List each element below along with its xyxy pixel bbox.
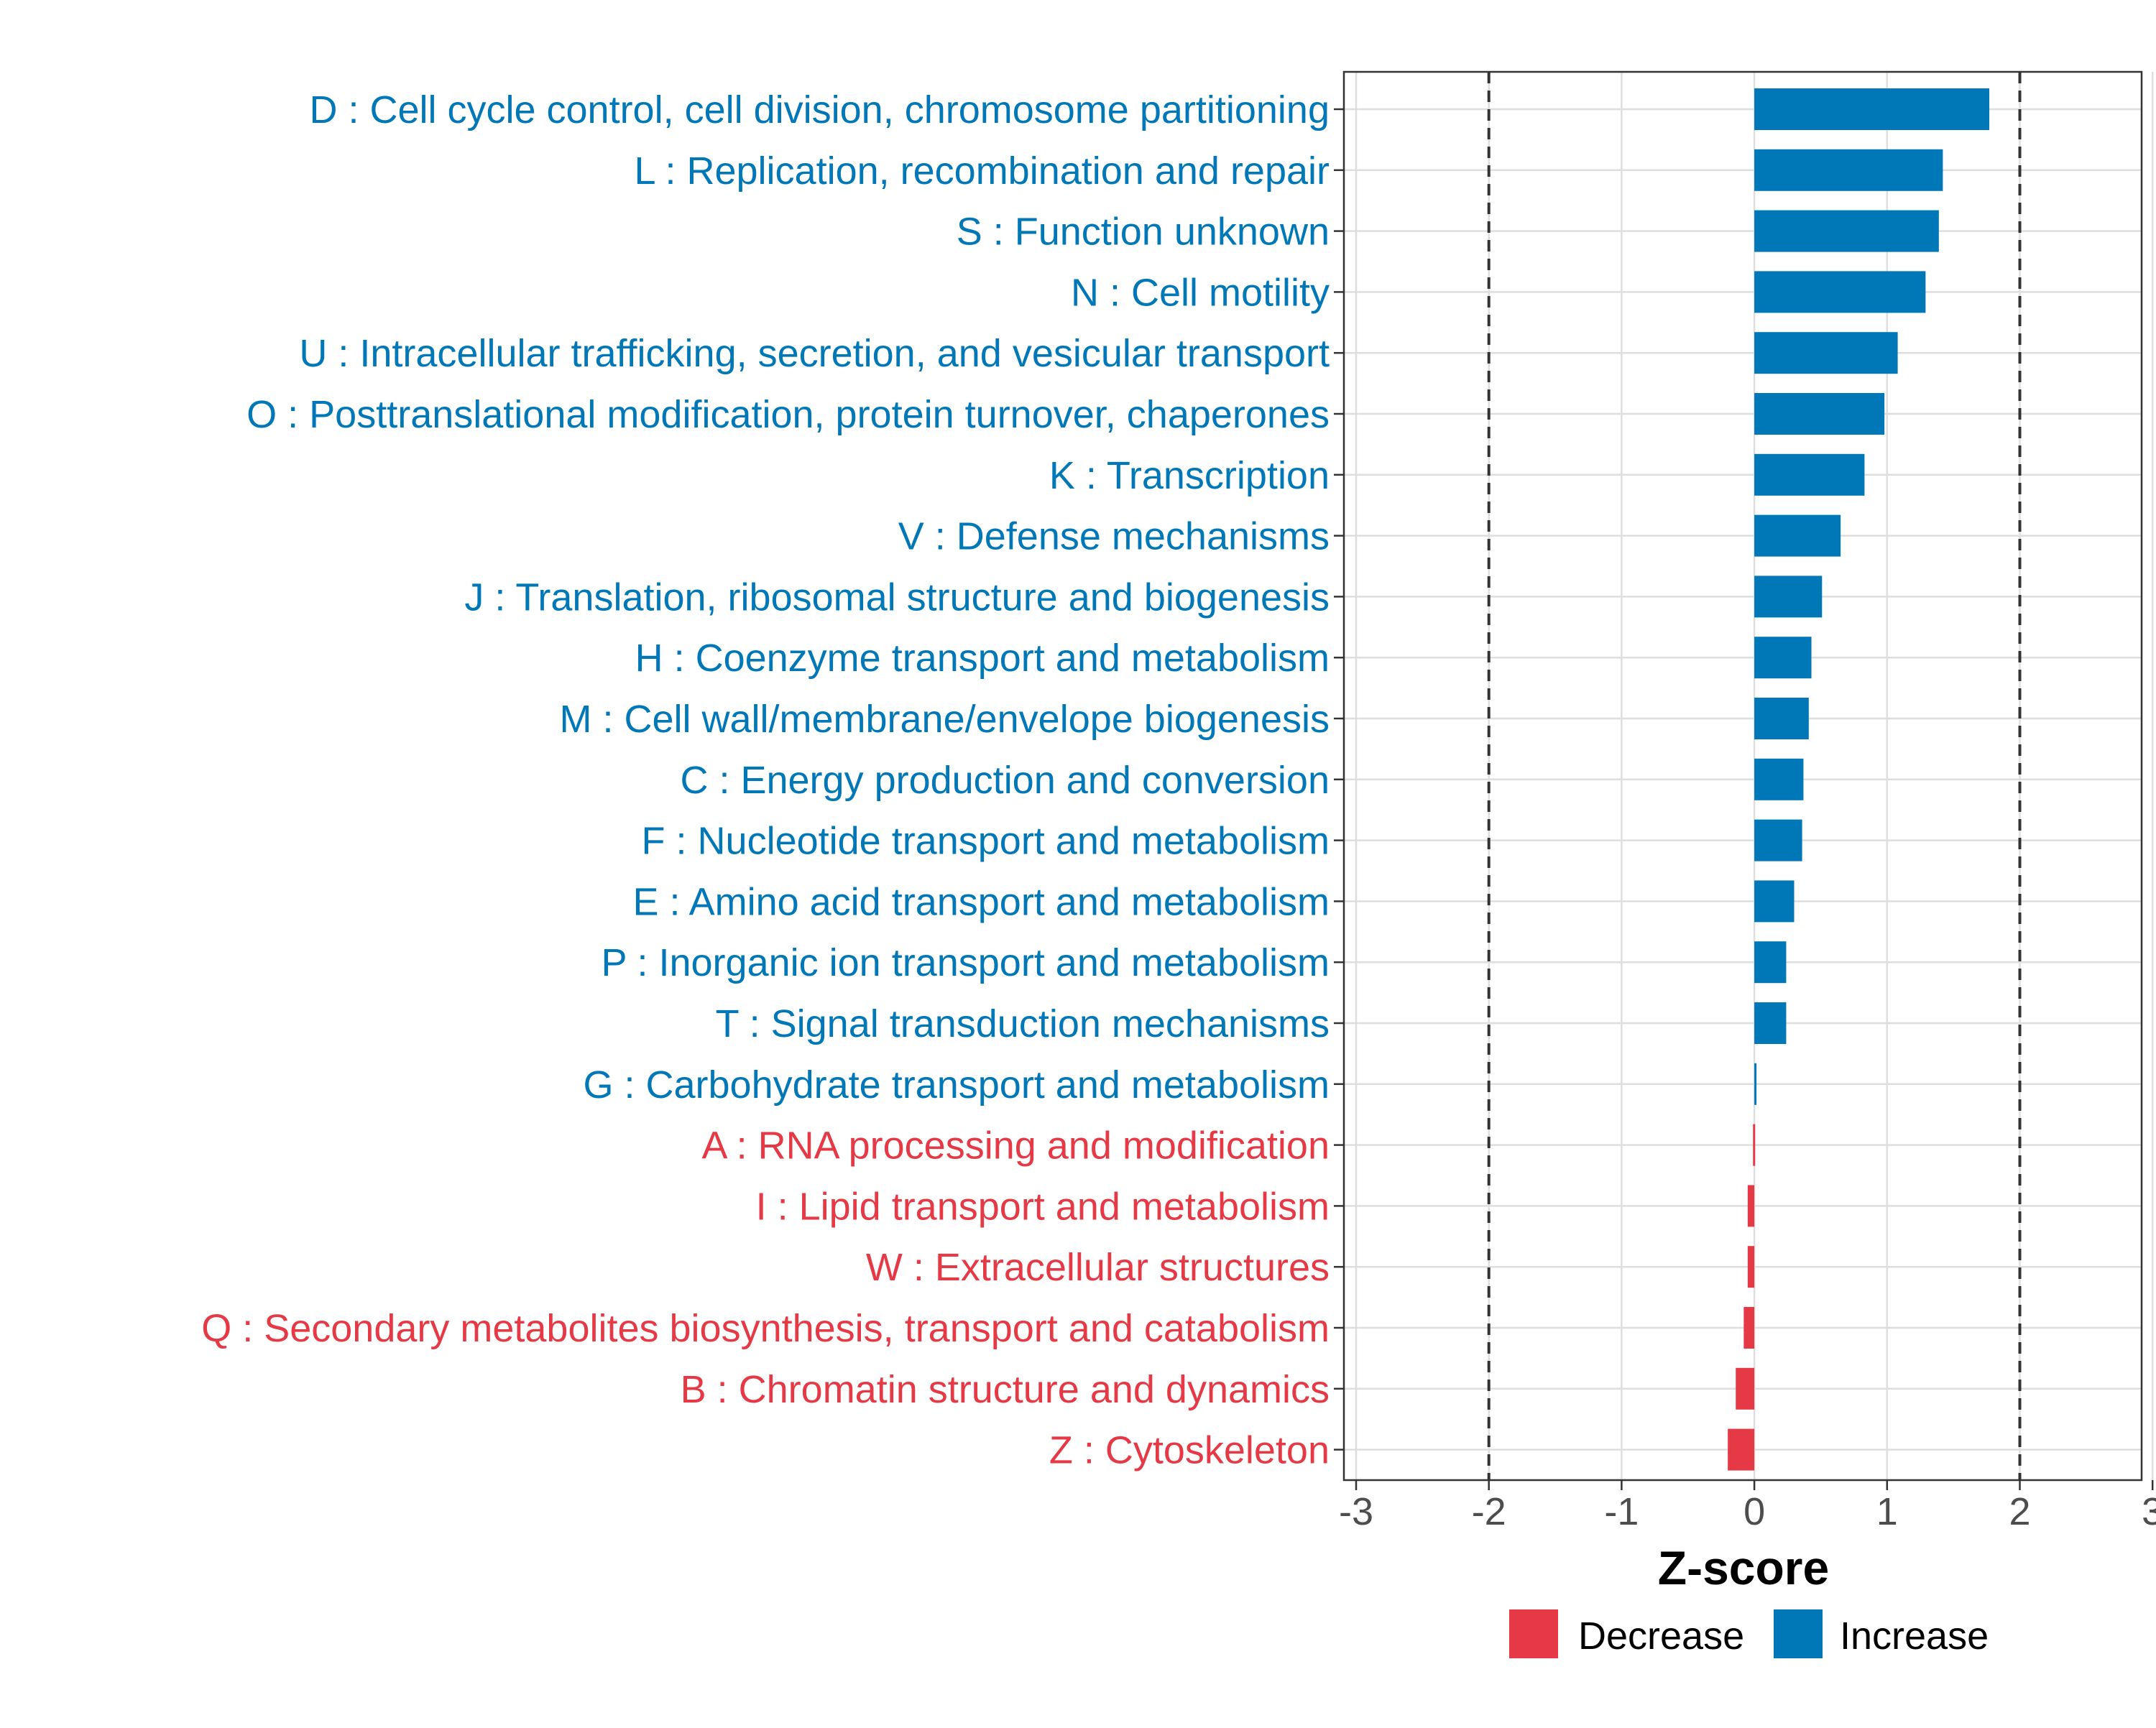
panel-border [1342, 70, 2143, 1482]
bar [1754, 210, 1939, 252]
bar [1754, 514, 1841, 557]
y-tick-label: J : Translation, ribosomal structure and… [464, 576, 1330, 619]
bar [1736, 1367, 1755, 1410]
y-tick-label: I : Lipid transport and metabolism [756, 1185, 1330, 1228]
y-tick-label: H : Coenzyme transport and metabolism [635, 637, 1330, 680]
x-axis-title: Z-score [1658, 1541, 1829, 1594]
x-axis-ticks: -3 -2 -1 0 1 2 3 [1339, 1480, 2156, 1533]
bar [1754, 698, 1809, 739]
y-axis-labels: D : Cell cycle control, cell division, c… [201, 88, 1330, 1472]
y-tick-label: N : Cell motility [1071, 271, 1330, 314]
y-tick-label: D : Cell cycle control, cell division, c… [309, 88, 1330, 131]
bar [1743, 1307, 1755, 1349]
y-axis-ticks [1334, 108, 1344, 1451]
y-tick-label: B : Chromatin structure and dynamics [681, 1368, 1330, 1411]
y-tick-label: Z : Cytoskeleton [1049, 1429, 1330, 1472]
bar [1754, 332, 1898, 374]
y-tick-label: L : Replication, recombination and repai… [634, 149, 1330, 193]
bar [1754, 576, 1823, 618]
bar [1754, 1002, 1787, 1044]
y-tick-label: U : Intracellular trafficking, secretion… [299, 332, 1330, 375]
y-tick-label: K : Transcription [1049, 454, 1330, 497]
bar [1754, 941, 1787, 984]
legend-label: Increase [1840, 1614, 1989, 1658]
bar [1754, 271, 1926, 313]
y-tick-label: S : Function unknown [957, 211, 1330, 254]
y-tick-label: W : Extracellular structures [866, 1246, 1330, 1289]
x-tick-label: 2 [2009, 1490, 2030, 1533]
bars [1728, 88, 1990, 1471]
y-tick-label: P : Inorganic ion transport and metaboli… [601, 941, 1330, 984]
bar [1754, 393, 1885, 435]
bar [1728, 1428, 1755, 1471]
bar [1754, 637, 1812, 679]
bar [1754, 88, 1990, 130]
legend-swatch [1774, 1609, 1823, 1658]
x-tick-label: 1 [1876, 1490, 1898, 1533]
legend: Decrease Increase [1509, 1609, 1989, 1658]
bar [1754, 149, 1943, 191]
bar [1753, 1124, 1756, 1166]
x-tick-label: -2 [1472, 1490, 1506, 1533]
y-tick-label: G : Carbohydrate transport and metabolis… [584, 1063, 1330, 1106]
y-tick-label: A : RNA processing and modification [702, 1124, 1330, 1168]
bar [1754, 819, 1802, 861]
legend-label: Decrease [1578, 1614, 1744, 1658]
x-tick-label: -3 [1339, 1490, 1373, 1533]
legend-swatch [1509, 1609, 1558, 1658]
bar [1747, 1185, 1755, 1227]
y-tick-label: C : Energy production and conversion [680, 759, 1330, 802]
bar [1754, 880, 1795, 923]
y-tick-label: Q : Secondary metabolites biosynthesis, … [201, 1307, 1330, 1350]
bar [1754, 453, 1865, 496]
y-tick-label: F : Nucleotide transport and metabolism [642, 820, 1330, 863]
bar [1747, 1246, 1755, 1288]
bar [1754, 758, 1804, 800]
y-tick-label: T : Signal transduction mechanisms [716, 1002, 1330, 1045]
y-tick-label: O : Posttranslational modification, prot… [247, 393, 1330, 436]
x-tick-label: 3 [2142, 1490, 2156, 1533]
y-tick-label: V : Defense mechanisms [898, 515, 1330, 558]
y-tick-label: E : Amino acid transport and metabolism [633, 880, 1330, 923]
x-tick-label: -1 [1604, 1490, 1639, 1533]
reference-lines [1487, 72, 2022, 1480]
x-tick-label: 0 [1743, 1490, 1765, 1533]
panel-background [1344, 72, 2142, 1480]
bar [1754, 1063, 1757, 1105]
y-tick-label: M : Cell wall/membrane/envelope biogenes… [559, 698, 1330, 741]
